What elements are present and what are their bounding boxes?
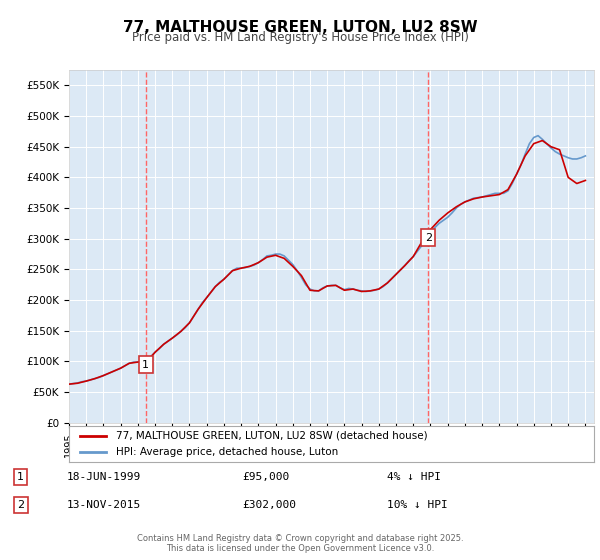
- Text: HPI: Average price, detached house, Luton: HPI: Average price, detached house, Luto…: [116, 447, 338, 457]
- Text: 77, MALTHOUSE GREEN, LUTON, LU2 8SW (detached house): 77, MALTHOUSE GREEN, LUTON, LU2 8SW (det…: [116, 431, 428, 441]
- Text: 2: 2: [425, 232, 432, 242]
- Text: 18-JUN-1999: 18-JUN-1999: [67, 472, 142, 482]
- Text: Contains HM Land Registry data © Crown copyright and database right 2025.
This d: Contains HM Land Registry data © Crown c…: [137, 534, 463, 553]
- Text: 1: 1: [142, 360, 149, 370]
- Text: 2: 2: [17, 500, 24, 510]
- Text: Price paid vs. HM Land Registry's House Price Index (HPI): Price paid vs. HM Land Registry's House …: [131, 31, 469, 44]
- Text: 13-NOV-2015: 13-NOV-2015: [67, 500, 142, 510]
- Text: £95,000: £95,000: [242, 472, 289, 482]
- Text: 4% ↓ HPI: 4% ↓ HPI: [388, 472, 442, 482]
- Text: 10% ↓ HPI: 10% ↓ HPI: [388, 500, 448, 510]
- Text: £302,000: £302,000: [242, 500, 296, 510]
- Text: 77, MALTHOUSE GREEN, LUTON, LU2 8SW: 77, MALTHOUSE GREEN, LUTON, LU2 8SW: [122, 20, 478, 35]
- Text: 1: 1: [17, 472, 24, 482]
